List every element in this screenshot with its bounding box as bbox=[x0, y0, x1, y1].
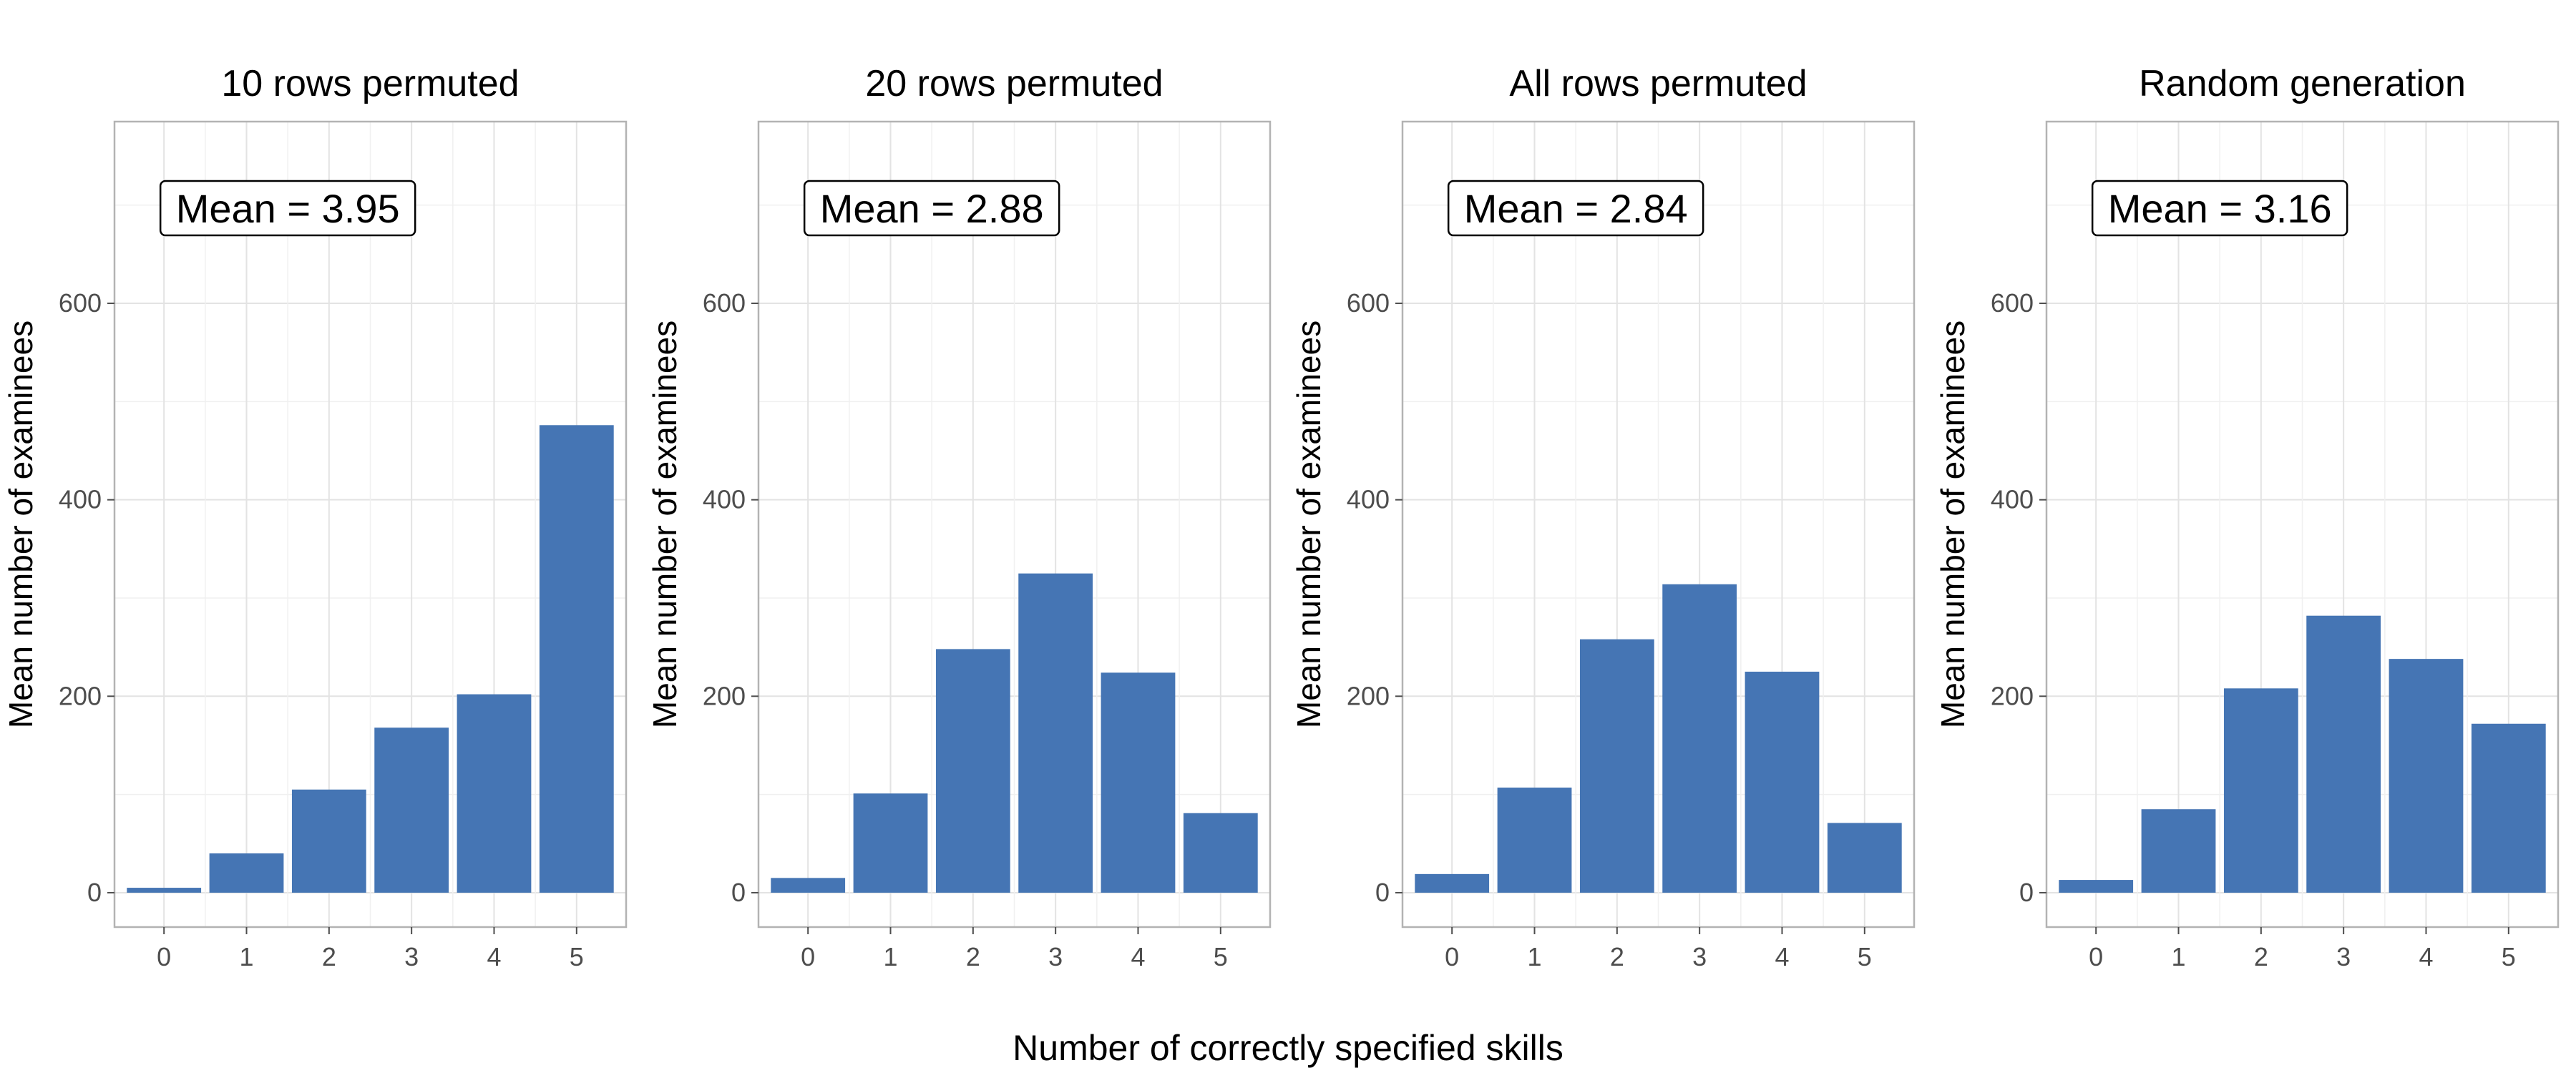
panel-title: All rows permuted bbox=[1509, 63, 1807, 104]
bar-5 bbox=[1827, 823, 1902, 893]
shared-x-axis-label: Number of correctly specified skills bbox=[1013, 1028, 1563, 1068]
mean-annotation-box bbox=[159, 180, 416, 237]
panel-border bbox=[113, 120, 628, 929]
bar-1 bbox=[209, 853, 284, 893]
bar-0 bbox=[2059, 880, 2134, 893]
panel-1: 0 200 400 600 0 1 2 3 4 5 10 rows permuted Mean num… bbox=[2, 63, 628, 971]
bar-3 bbox=[1662, 584, 1737, 893]
bar-5 bbox=[2471, 723, 2546, 893]
bar-1 bbox=[1497, 788, 1572, 893]
x-tick-label: 4 bbox=[1775, 942, 1789, 971]
bar-2 bbox=[935, 649, 1010, 893]
panel-border bbox=[757, 120, 1272, 929]
y-tick-label: 600 bbox=[1991, 288, 2034, 318]
panel-title: 10 rows permuted bbox=[221, 63, 519, 104]
mean-annotation: Mean = 3.16 bbox=[2108, 186, 2332, 231]
mean-annotation-box bbox=[803, 180, 1060, 237]
x-tick-label: 1 bbox=[240, 942, 254, 971]
x-tick-label: 1 bbox=[1528, 942, 1542, 971]
mean-annotation-box bbox=[2091, 180, 2348, 237]
mean-annotation: Mean = 2.84 bbox=[1464, 186, 1688, 231]
panel-title: 20 rows permuted bbox=[865, 63, 1163, 104]
bar-5 bbox=[1183, 813, 1258, 893]
bar-4 bbox=[457, 694, 532, 893]
bar-1 bbox=[2141, 809, 2216, 893]
bar-0 bbox=[1415, 873, 1490, 893]
mean-annotation: Mean = 3.95 bbox=[176, 186, 400, 231]
x-tick-label: 1 bbox=[884, 942, 898, 971]
y-tick-label: 200 bbox=[703, 681, 746, 710]
y-axis-label: Mean number of examinees bbox=[1934, 320, 1971, 728]
bar-0 bbox=[127, 888, 202, 893]
panel-2: 0 200 400 600 0 1 2 3 4 5 20 rows permuted Mean num… bbox=[646, 63, 1272, 971]
x-tick-label: 5 bbox=[570, 942, 584, 971]
x-tick-label: 5 bbox=[1858, 942, 1872, 971]
y-tick-label: 400 bbox=[1347, 485, 1390, 514]
y-tick-label: 400 bbox=[1991, 485, 2034, 514]
y-tick-label: 600 bbox=[1347, 288, 1390, 318]
y-tick-label: 200 bbox=[59, 681, 102, 710]
x-tick-label: 0 bbox=[2089, 942, 2103, 971]
y-axis-label: Mean number of examinees bbox=[2, 320, 39, 728]
x-tick-label: 3 bbox=[404, 942, 419, 971]
mean-annotation-box bbox=[1447, 180, 1704, 237]
panel-border bbox=[1401, 120, 1916, 929]
bar-4 bbox=[1101, 672, 1176, 893]
x-tick-label: 4 bbox=[487, 942, 501, 971]
x-tick-label: 0 bbox=[1445, 942, 1459, 971]
x-tick-label: 5 bbox=[2502, 942, 2516, 971]
panel-title: Random generation bbox=[2139, 63, 2466, 104]
panel-3: 0 200 400 600 0 1 2 3 4 5 All rows permuted Mean nu… bbox=[1290, 63, 1916, 971]
y-tick-label: 0 bbox=[731, 878, 746, 907]
bar-3 bbox=[2306, 615, 2381, 893]
bar-2 bbox=[1579, 639, 1654, 893]
x-tick-label: 0 bbox=[157, 942, 171, 971]
y-tick-label: 200 bbox=[1991, 681, 2034, 710]
y-tick-label: 400 bbox=[59, 485, 102, 514]
y-tick-label: 600 bbox=[59, 288, 102, 318]
y-tick-label: 0 bbox=[87, 878, 102, 907]
bar-1 bbox=[853, 793, 928, 893]
bar-5 bbox=[539, 425, 614, 893]
bar-0 bbox=[771, 878, 846, 893]
bar-2 bbox=[2223, 688, 2298, 893]
x-tick-label: 3 bbox=[1048, 942, 1063, 971]
panel-border bbox=[2045, 120, 2560, 929]
y-axis-label: Mean number of examinees bbox=[646, 320, 683, 728]
mean-annotation: Mean = 2.88 bbox=[820, 186, 1044, 231]
bar-2 bbox=[291, 789, 366, 893]
y-tick-label: 400 bbox=[703, 485, 746, 514]
x-tick-label: 0 bbox=[801, 942, 815, 971]
x-tick-label: 3 bbox=[1692, 942, 1707, 971]
y-tick-label: 0 bbox=[2019, 878, 2034, 907]
x-tick-label: 5 bbox=[1214, 942, 1228, 971]
x-tick-label: 4 bbox=[1131, 942, 1145, 971]
x-tick-label: 2 bbox=[322, 942, 336, 971]
x-tick-label: 3 bbox=[2336, 942, 2351, 971]
x-tick-label: 2 bbox=[2254, 942, 2268, 971]
x-tick-label: 2 bbox=[966, 942, 980, 971]
y-tick-label: 0 bbox=[1375, 878, 1390, 907]
y-tick-label: 600 bbox=[703, 288, 746, 318]
y-axis-label: Mean number of examinees bbox=[1290, 320, 1327, 728]
x-tick-label: 1 bbox=[2172, 942, 2186, 971]
x-tick-label: 2 bbox=[1610, 942, 1624, 971]
panel-4: 0 200 400 600 0 1 2 3 4 5 Random generation Mean nu… bbox=[1934, 63, 2560, 971]
bar-3 bbox=[1018, 573, 1093, 893]
bar-3 bbox=[374, 727, 449, 893]
bar-4 bbox=[2389, 659, 2464, 893]
y-tick-label: 200 bbox=[1347, 681, 1390, 710]
bar-4 bbox=[1745, 671, 1820, 893]
x-tick-label: 4 bbox=[2419, 942, 2433, 971]
